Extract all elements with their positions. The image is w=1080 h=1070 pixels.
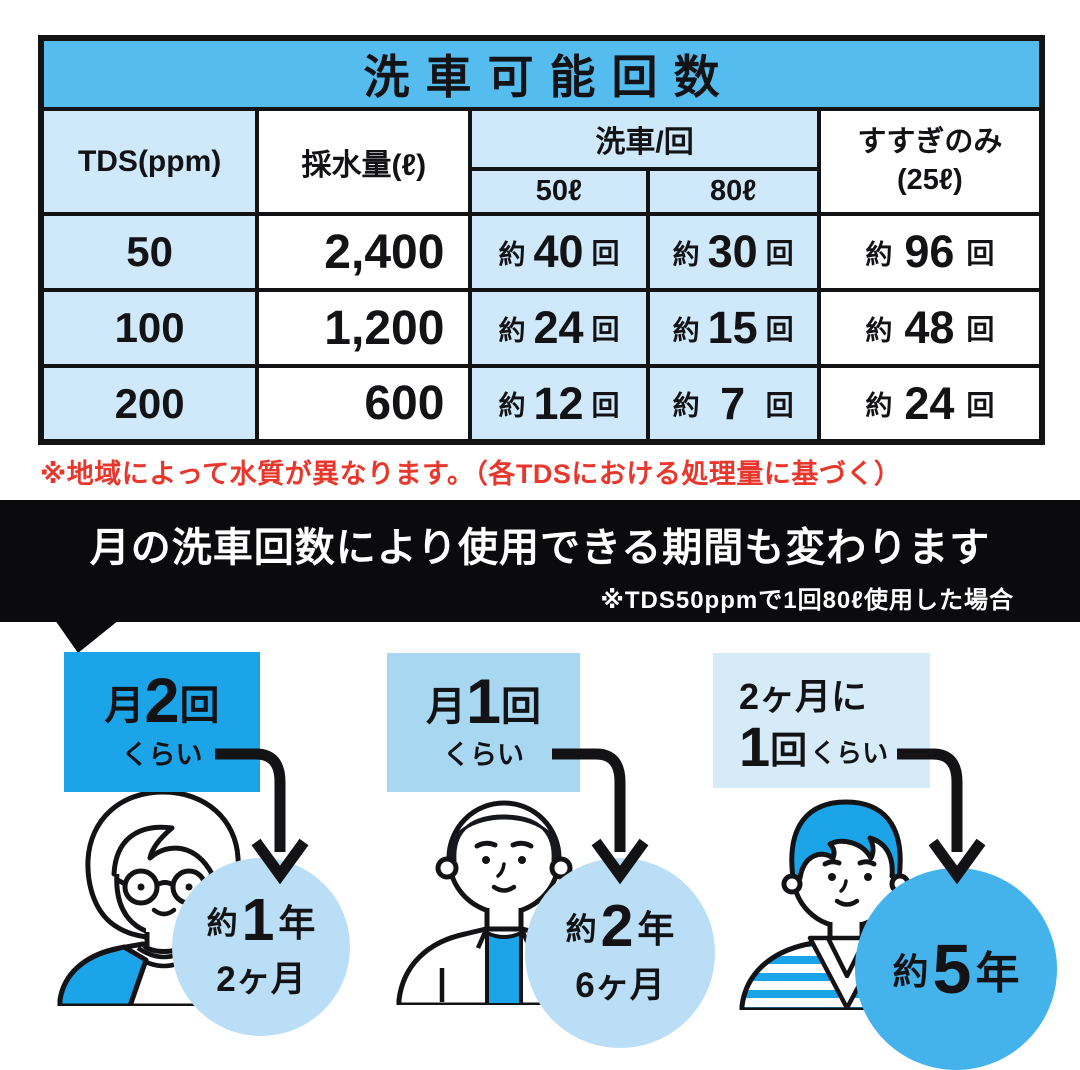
freq-suffix: 回 bbox=[179, 684, 220, 728]
table-row: 200 600 約 12 回 約 7 回 約 24 回 bbox=[38, 364, 1045, 444]
header-sub-50l: 50ℓ bbox=[468, 167, 650, 216]
duration-months: 2ヶ月 bbox=[216, 959, 306, 999]
count-value: 40 bbox=[533, 226, 584, 277]
times-label: 回 bbox=[765, 238, 794, 269]
count-value: 24 bbox=[533, 302, 584, 353]
count-value: 7 bbox=[720, 377, 746, 429]
cell-volume: 600 bbox=[255, 364, 473, 444]
duration-years: 2 bbox=[600, 893, 634, 960]
duration-years: 1 bbox=[241, 887, 275, 954]
cell-rinse: 約 24 回 bbox=[816, 364, 1045, 444]
approx-label: 約 bbox=[206, 905, 238, 941]
approx-label: 約 bbox=[672, 315, 700, 346]
approx-label: 約 bbox=[565, 911, 597, 947]
count-value: 30 bbox=[707, 226, 758, 277]
approx-label: 約 bbox=[865, 391, 893, 421]
cell-tds: 50 bbox=[38, 212, 260, 292]
header-rinse: すすぎのみ (25ℓ) bbox=[816, 107, 1045, 216]
freq-approx: くらい bbox=[443, 740, 524, 771]
duration-years: 5 bbox=[932, 929, 972, 1008]
cell-tds: 200 bbox=[38, 364, 260, 444]
cell-rinse: 約 96 回 bbox=[816, 212, 1045, 292]
duration-circle: 約 1 年 2ヶ月 bbox=[172, 858, 350, 1036]
cell-volume: 2,400 bbox=[255, 212, 473, 292]
year-unit: 年 bbox=[278, 903, 316, 945]
freq-line1: 2ヶ月に bbox=[739, 675, 868, 717]
times-label: 回 bbox=[591, 314, 620, 345]
times-label: 回 bbox=[966, 238, 995, 269]
times-label: 回 bbox=[966, 314, 995, 345]
cell-wash-50l: 約 40 回 bbox=[468, 212, 650, 292]
wash-count-table-grid: 洗車可能回数 TDS(ppm) 採水量(ℓ) 洗車/回 すすぎのみ (25ℓ) … bbox=[38, 35, 1045, 445]
approx-label: 約 bbox=[892, 951, 929, 992]
freq-number: 1 bbox=[739, 714, 771, 778]
wash-count-table: 洗車可能回数 TDS(ppm) 採水量(ℓ) 洗車/回 すすぎのみ (25ℓ) … bbox=[38, 35, 1045, 445]
frequency-label: 2ヶ月に 1 回 くらい bbox=[713, 653, 930, 788]
case-twice-a-month: 約 1 年 2ヶ月 月 2 回 くらい bbox=[40, 640, 385, 1063]
duration-circle: 約 2 年 6ヶ月 bbox=[525, 858, 715, 1048]
duration-months: 6ヶ月 bbox=[575, 965, 665, 1005]
duration-circle: 約 5 年 bbox=[855, 868, 1057, 1070]
freq-approx: くらい bbox=[810, 738, 889, 768]
cell-wash-50l: 約 12 回 bbox=[468, 364, 650, 444]
freq-number: 1 bbox=[465, 666, 502, 737]
header-wash-per: 洗車/回 bbox=[468, 107, 821, 171]
freq-prefix: 月 bbox=[104, 684, 145, 728]
approx-label: 約 bbox=[498, 391, 526, 421]
count-value: 96 bbox=[904, 226, 955, 277]
approx-label: 約 bbox=[498, 315, 526, 346]
case-once-every-two-months: 約 5 年 2ヶ月に 1 回 くらい bbox=[705, 640, 1080, 1070]
count-value: 24 bbox=[904, 377, 955, 429]
frequency-label: 月 2 回 くらい bbox=[64, 652, 260, 792]
table-row: 100 1,200 約 24 回 約 15 回 約 48 回 bbox=[38, 288, 1045, 368]
cell-tds: 100 bbox=[38, 288, 260, 368]
approx-label: 約 bbox=[498, 239, 526, 270]
cell-volume: 1,200 bbox=[255, 288, 473, 368]
freq-suffix: 回 bbox=[501, 684, 542, 729]
banner-title: 月の洗車回数により使用できる期間も変わります bbox=[89, 526, 991, 570]
cell-wash-80l: 約 7 回 bbox=[645, 364, 821, 444]
banner-note: ※TDS50ppmで1回80ℓ使用した場合 bbox=[600, 587, 1014, 614]
freq-prefix: 月 bbox=[425, 684, 466, 729]
frequency-label: 月 1 回 くらい bbox=[387, 653, 580, 792]
cell-wash-80l: 約 30 回 bbox=[645, 212, 821, 292]
times-label: 回 bbox=[765, 389, 794, 421]
header-rinse-line2: (25ℓ) bbox=[896, 163, 963, 196]
table-title: 洗車可能回数 bbox=[39, 36, 1044, 111]
year-unit: 年 bbox=[637, 909, 675, 951]
freq-approx: くらい bbox=[121, 739, 203, 770]
count-value: 15 bbox=[707, 302, 758, 353]
times-label: 回 bbox=[966, 389, 995, 421]
year-unit: 年 bbox=[975, 949, 1020, 998]
header-rinse-line1: すすぎのみ bbox=[857, 125, 1003, 158]
cell-rinse: 約 48 回 bbox=[816, 288, 1045, 368]
header-tds: TDS(ppm) bbox=[38, 107, 260, 216]
count-value: 48 bbox=[904, 302, 955, 353]
times-label: 回 bbox=[765, 314, 794, 345]
cell-wash-50l: 約 24 回 bbox=[468, 288, 650, 368]
case-once-a-month: 約 2 年 6ヶ月 月 1 回 くらい bbox=[380, 640, 720, 1063]
freq-number: 2 bbox=[144, 666, 180, 737]
water-quality-footnote: ※地域によって水質が異なります。（各TDSにおける処理量に基づく） bbox=[40, 459, 902, 489]
times-label: 回 bbox=[591, 389, 620, 421]
approx-label: 約 bbox=[865, 239, 893, 270]
approx-label: 約 bbox=[865, 315, 893, 346]
cell-wash-80l: 約 15 回 bbox=[645, 288, 821, 368]
header-volume: 採水量(ℓ) bbox=[255, 107, 473, 216]
approx-label: 約 bbox=[672, 391, 700, 421]
approx-label: 約 bbox=[672, 239, 700, 270]
times-label: 回 bbox=[591, 238, 620, 269]
usage-period-banner: 月の洗車回数により使用できる期間も変わります ※TDS50ppmで1回80ℓ使用… bbox=[0, 500, 1080, 622]
freq-suffix: 回 bbox=[770, 729, 808, 771]
count-value: 12 bbox=[533, 377, 584, 429]
table-row: 50 2,400 約 40 回 約 30 回 約 96 回 bbox=[38, 212, 1045, 292]
header-sub-80l: 80ℓ bbox=[645, 167, 821, 216]
